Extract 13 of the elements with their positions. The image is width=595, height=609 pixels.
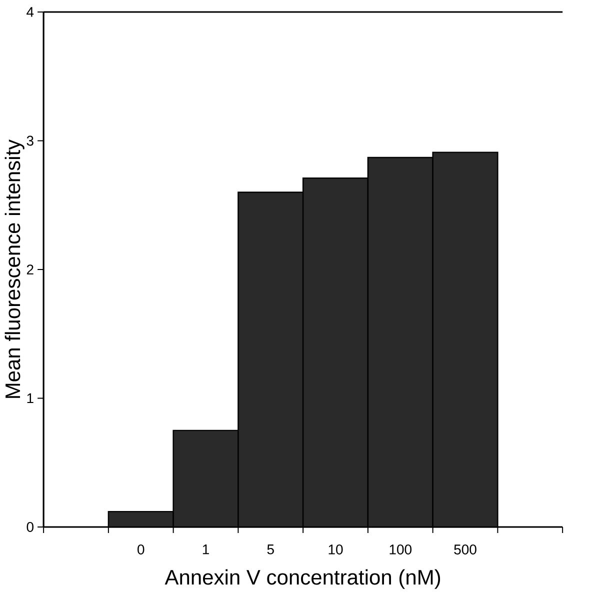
y-tick-label: 3 (26, 136, 34, 146)
y-tick-label: 4 (26, 7, 34, 17)
x-tick-label: 5 (267, 544, 274, 554)
x-tick-label: 0 (138, 544, 144, 554)
x-tick-label: 500 (454, 544, 476, 554)
x-tick-label: 100 (390, 544, 412, 554)
y-tick-label: 2 (26, 264, 34, 274)
y-tick-label: 0 (26, 522, 34, 532)
y-tick-label: 1 (27, 393, 34, 404)
x-axis-title: Annexin V concentration (nM) (164, 569, 440, 589)
x-tick-label: 10 (328, 544, 343, 554)
x-tick-label: 1 (202, 544, 209, 554)
y-axis-title: Mean fluorescence intensity (4, 139, 24, 398)
